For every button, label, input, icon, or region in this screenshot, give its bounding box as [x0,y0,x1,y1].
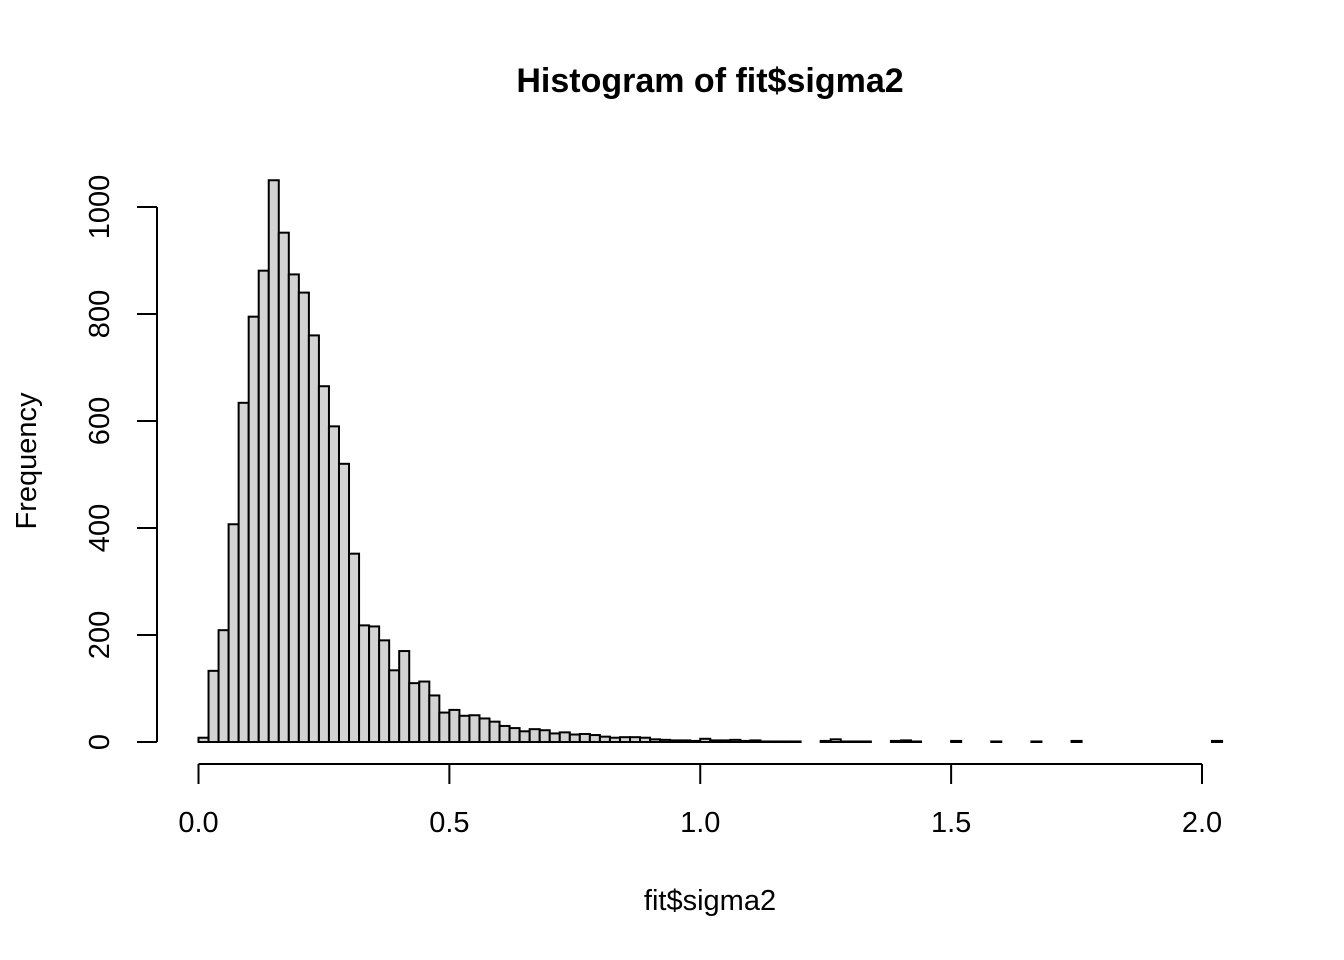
histogram-bar [277,231,290,743]
histogram-bar [478,717,491,744]
histogram-bar [739,739,752,743]
histogram-bar [598,735,611,744]
histogram-bar [518,730,531,743]
histogram-bar [839,740,852,744]
histogram-bar [649,738,662,744]
histogram-bar [408,682,421,744]
x-tick-label: 1.5 [931,807,971,839]
histogram-bar [237,401,250,743]
histogram-bar [498,724,511,744]
histogram-bar [689,739,702,743]
histogram-bar [348,552,361,743]
histogram-bar [608,736,621,743]
histogram-bar [618,736,632,743]
histogram-bar [859,740,872,744]
histogram-bar [267,179,280,743]
histogram-bar [779,740,792,744]
histogram-bar [368,625,381,743]
histogram-bar [227,523,240,743]
histogram-bar [458,714,471,743]
histogram-bar [538,729,551,743]
histogram-bar [950,739,963,743]
y-tick-label: 600 [84,397,116,445]
histogram-bar [327,425,340,743]
y-tick-label: 1000 [84,175,116,240]
y-tick-label: 400 [84,504,116,552]
histogram-bars [197,179,1224,744]
histogram-bar [317,385,330,743]
histogram-bar [398,650,411,743]
x-tick-label: 1.0 [680,807,720,839]
histogram-bar [1211,739,1224,743]
histogram-bar [829,738,842,744]
histogram-bar [438,711,451,744]
histogram-bar [548,732,561,744]
histogram-bar [909,740,923,744]
histogram-bar [769,740,782,744]
x-axis-label: fit$sigma2 [644,885,776,917]
histogram-bar [1070,739,1083,743]
histogram-bar [659,738,672,743]
histogram-bar [197,736,210,743]
histogram-bar [699,737,712,743]
histogram-bar [679,739,692,744]
y-tick-label: 800 [84,290,116,338]
histogram-bar [1030,740,1043,744]
histogram-bar [257,269,270,743]
histogram-bar [819,739,832,743]
histogram-bar [217,629,230,743]
histogram-bar [749,739,762,744]
histogram-bar [990,740,1003,744]
histogram-bar [568,733,581,744]
histogram-bar [448,708,461,744]
histogram-bar [488,720,501,743]
histogram-bar [578,732,591,743]
histogram-bar [307,334,320,743]
histogram-bar [418,680,431,743]
histogram-bar [558,731,571,743]
histogram-bar [759,740,772,744]
x-tick-label: 0.5 [429,807,469,839]
histogram-bar [468,714,481,743]
histogram-bar [588,734,601,743]
histogram-bar [729,738,742,743]
histogram-bar [378,639,391,743]
x-axis: 0.0 0.5 1.0 1.5 2.0 [178,763,1222,839]
histogram-bar [639,736,652,743]
chart-title: Histogram of fit$sigma2 [516,62,903,100]
x-tick-label: 0.0 [178,807,218,839]
histogram-bar [358,624,371,743]
y-tick-label: 200 [84,611,116,659]
histogram-bar [849,740,862,744]
y-axis: 0 200 400 600 800 1000 [84,175,158,750]
histogram-bar [388,669,401,743]
histogram-bar [528,728,541,743]
y-axis-label: Frequency [11,392,43,530]
histogram-bar [508,727,521,744]
histogram-bar [207,669,220,743]
histogram-bar [297,291,310,743]
y-tick-label: 0 [84,734,116,750]
histogram-bar [709,739,722,744]
histogram-bar [669,739,682,744]
histogram-bar [719,739,732,744]
x-tick-label: 2.0 [1182,807,1222,839]
histogram-bar [889,739,902,743]
histogram-bar [428,694,441,744]
histogram-bar [287,273,300,743]
histogram-bar [789,740,802,744]
histogram-bar [899,739,912,744]
histogram-bar [629,736,642,743]
histogram-bar [337,462,351,743]
histogram-bar [247,315,260,743]
